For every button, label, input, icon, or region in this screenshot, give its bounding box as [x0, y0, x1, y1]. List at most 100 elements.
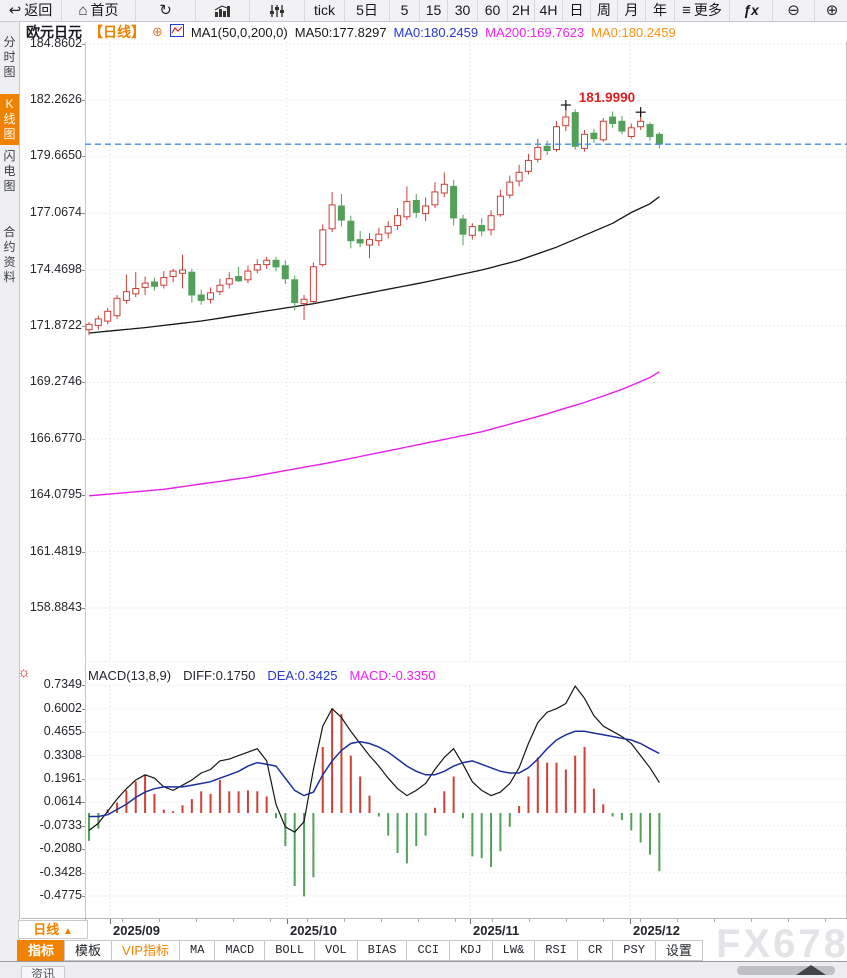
candle-body	[207, 292, 214, 300]
add-indicator-icon[interactable]: ⊕	[152, 24, 163, 39]
time-axis-major-tick	[110, 919, 111, 924]
price-axis-tick-label: 174.4698	[29, 262, 82, 276]
time-axis-minor-tick	[122, 919, 123, 922]
tab-bias[interactable]: BIAS	[356, 940, 408, 961]
period-selector-button[interactable]: 日线 ▲	[18, 920, 88, 939]
toolbar-15-label: 15	[425, 2, 442, 18]
toolbar-fx-button[interactable]: ƒx	[730, 0, 773, 21]
fx678-watermark: FX678	[716, 922, 847, 966]
macd-axis-tick-mark	[82, 732, 86, 733]
ma0-orange-value: MA0:180.2459	[591, 24, 676, 40]
price-axis-tick-label: 161.4819	[29, 544, 82, 558]
candle-body	[160, 277, 168, 286]
tab-templates[interactable]: 模板	[64, 940, 113, 961]
candlestick-chart[interactable]: 181.9990	[85, 42, 847, 662]
dea-line	[89, 730, 660, 818]
news-tab[interactable]: 资讯	[21, 966, 65, 978]
tab-rsi[interactable]: RSI	[534, 940, 578, 961]
candle	[300, 295, 308, 320]
bar-chart-icon	[214, 4, 230, 17]
toolbar-zoom-in-icon[interactable]: ⊕	[815, 0, 847, 21]
toolbar-month-button[interactable]: 月	[618, 0, 646, 21]
toolbar-tick-button[interactable]: tick	[305, 0, 345, 21]
toolbar-year-label: 年	[653, 2, 667, 18]
candle-body	[122, 291, 130, 301]
toolbar-back-label: 返回	[24, 2, 53, 18]
candle-body	[618, 120, 626, 132]
price-axis-tick-label: 179.6650	[29, 148, 82, 162]
tab-indicators[interactable]: 指标	[17, 940, 66, 961]
macd-axis-tick-label: -0.4775	[39, 888, 82, 902]
macd-chart[interactable]	[85, 684, 847, 918]
scroll-arrow-icon[interactable]	[796, 965, 826, 975]
candle-body	[655, 133, 663, 145]
symbol-name: 欧元日元	[26, 24, 82, 40]
horizontal-scrollbar[interactable]	[737, 966, 835, 975]
sidebar-item-contract-info[interactable]: 合 约 资 料	[3, 225, 16, 284]
price-axis-tick-label: 177.0674	[29, 205, 82, 219]
time-axis-minor-tick	[677, 919, 678, 922]
sidebar-item-kline-chart[interactable]: K 线 图	[0, 94, 19, 145]
time-axis-minor-tick	[381, 919, 382, 922]
toolbar-month-label: 月	[624, 2, 639, 18]
toolbar-2h-label: 2H	[512, 2, 530, 18]
macd-axis-tick-label: 0.3308	[43, 748, 82, 762]
candle	[571, 109, 579, 150]
toolbar-more-button[interactable]: ≡ 更多	[675, 0, 730, 21]
macd-axis-tick-label: -0.0733	[39, 818, 82, 832]
sidebar-item-lightning-chart[interactable]: 闪 电 图	[3, 149, 16, 193]
tab-lw[interactable]: LW&	[491, 940, 536, 961]
toolbar-4h-button[interactable]: 4H	[535, 0, 563, 21]
toolbar-candle-settings-icon[interactable]	[250, 0, 305, 21]
toolbar-day-button[interactable]: 日	[563, 0, 591, 21]
price-axis-tick-mark	[82, 608, 86, 609]
toolbar-4h-label: 4H	[539, 2, 558, 18]
toolbar-5-button[interactable]: 5	[390, 0, 420, 21]
tab-macd[interactable]: MACD	[214, 940, 266, 961]
macd-axis-tick-mark	[82, 802, 86, 803]
tab-boll[interactable]: BOLL	[264, 940, 316, 961]
toolbar-60-button[interactable]: 60	[478, 0, 508, 21]
sidebar-item-time-share-chart[interactable]: 分 时 图	[3, 35, 16, 79]
toolbar-home-button[interactable]: ⌂ 首页	[62, 0, 136, 21]
ma-settings-icon[interactable]	[169, 24, 184, 40]
toolbar-zoom-out-icon[interactable]: ⊖	[773, 0, 815, 21]
toolbar-2h-button[interactable]: 2H	[508, 0, 535, 21]
toolbar-year-button[interactable]: 年	[646, 0, 675, 21]
macd-axis-tick-label: -0.3428	[39, 865, 82, 879]
macd-axis-tick-mark	[82, 779, 86, 780]
period-label: 【日线】	[89, 24, 145, 40]
candle-sliders-icon	[270, 4, 284, 17]
tab-vol[interactable]: VOL	[314, 940, 358, 961]
candle	[599, 118, 607, 142]
tab-kdj[interactable]: KDJ	[449, 940, 493, 961]
macd-settings-icon[interactable]: ☼	[17, 664, 31, 681]
toolbar-5d-label: 5日	[356, 2, 378, 18]
candle-body	[440, 183, 448, 194]
tab-psy[interactable]: PSY	[612, 940, 656, 961]
candle	[104, 308, 112, 325]
toolbar-30-button[interactable]: 30	[448, 0, 478, 21]
price-axis-tick-label: 182.2626	[29, 92, 82, 106]
ma50-value: MA50:177.8297	[294, 24, 387, 40]
toolbar-back-button[interactable]: ↩ 返回	[0, 0, 62, 21]
time-axis-minor-tick	[344, 919, 345, 922]
tabbar-baseline	[0, 961, 847, 962]
candle-body	[225, 278, 233, 285]
time-axis-minor-tick	[529, 919, 530, 922]
ma-mini-chart-icon	[169, 24, 184, 37]
toolbar-5d-button[interactable]: 5日	[345, 0, 390, 21]
toolbar-bar-chart-icon[interactable]	[196, 0, 250, 21]
tab-cci[interactable]: CCI	[406, 940, 451, 961]
tab-settings[interactable]: 设置	[654, 940, 703, 961]
time-axis-minor-tick	[159, 919, 160, 922]
candle	[422, 197, 430, 222]
month-label: 2025/12	[633, 923, 680, 938]
tab-cr[interactable]: CR	[576, 940, 614, 961]
toolbar-refresh-icon[interactable]: ↻	[136, 0, 196, 21]
toolbar-week-button[interactable]: 周	[591, 0, 618, 21]
tab-vip-indicators[interactable]: VIP指标	[111, 940, 180, 961]
tab-ma[interactable]: MA	[179, 940, 216, 961]
toolbar-15-button[interactable]: 15	[420, 0, 448, 21]
candle-body	[113, 297, 121, 317]
